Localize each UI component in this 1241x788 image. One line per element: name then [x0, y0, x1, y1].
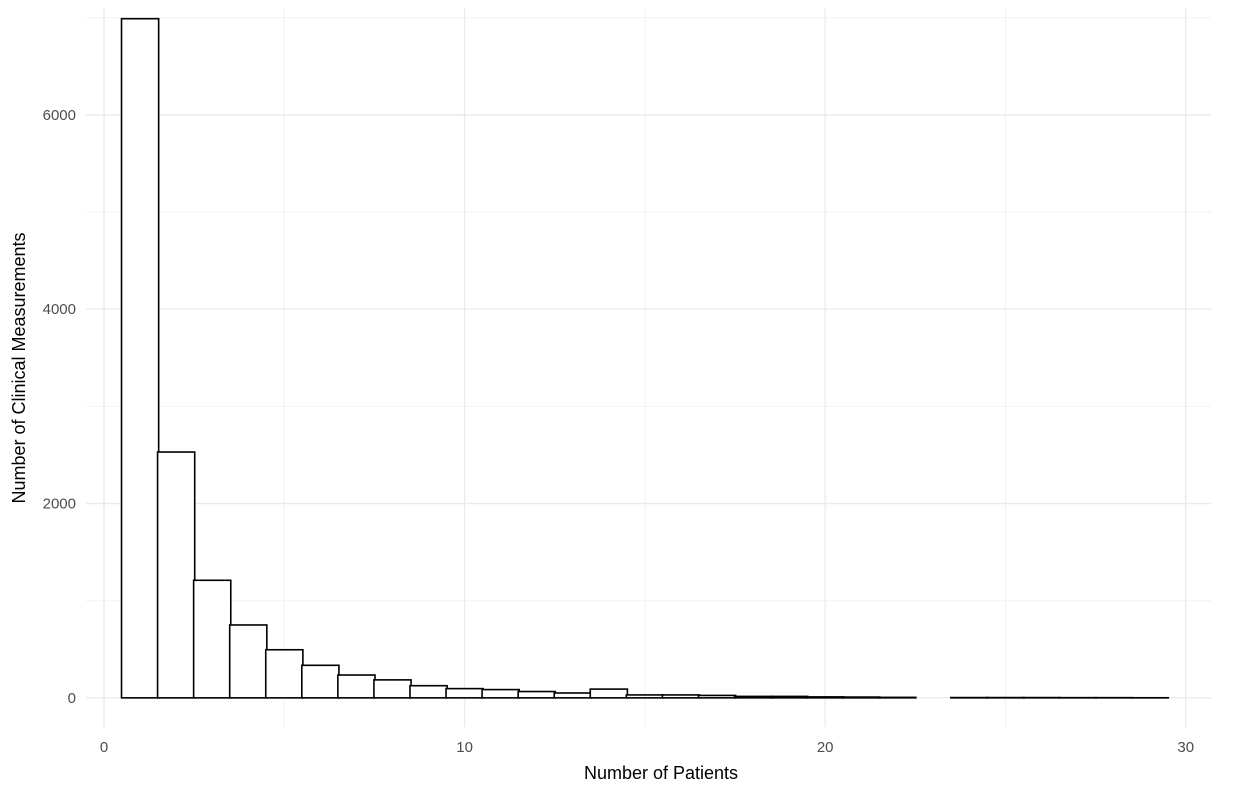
histogram-bar	[264, 648, 304, 699]
histogram-bar	[517, 690, 557, 699]
x-tick-label: 0	[100, 739, 108, 756]
y-tick-label: 6000	[43, 107, 76, 124]
histogram-bar	[445, 687, 484, 699]
y-tick-label: 0	[68, 690, 76, 707]
histogram-bar	[661, 694, 701, 699]
histogram-bar	[156, 451, 196, 699]
major-gridlines	[86, 8, 1211, 727]
x-axis-title: Number of Patients	[584, 763, 738, 783]
histogram-bar	[301, 664, 340, 699]
histogram-bar	[697, 694, 737, 699]
x-axis-tick-labels: 0 10 20 30	[100, 739, 1194, 756]
y-tick-label: 4000	[43, 301, 76, 318]
histogram-bar	[805, 696, 845, 699]
histogram-bar	[625, 694, 665, 699]
x-tick-label: 20	[817, 739, 834, 756]
histogram-bar	[337, 674, 376, 699]
histogram-bar	[553, 692, 593, 699]
histogram-bar	[589, 688, 629, 699]
histogram-bar	[373, 679, 412, 699]
y-tick-label: 2000	[43, 496, 76, 513]
histogram-bar	[481, 688, 521, 699]
y-axis-tick-labels: 0 2000 4000 6000	[43, 107, 76, 707]
y-axis-title: Number of Clinical Measurements	[9, 232, 29, 503]
minor-gridlines	[86, 8, 1211, 727]
histogram-bar	[769, 695, 809, 699]
histogram-bar	[192, 579, 232, 699]
histogram-bars	[120, 17, 1170, 699]
histogram-bar	[841, 696, 881, 699]
x-tick-label: 30	[1177, 739, 1194, 756]
histogram-bar	[409, 684, 448, 699]
histogram-bar	[120, 17, 160, 699]
x-tick-label: 10	[456, 739, 473, 756]
histogram-bar	[228, 624, 268, 699]
histogram-bar	[733, 695, 773, 699]
